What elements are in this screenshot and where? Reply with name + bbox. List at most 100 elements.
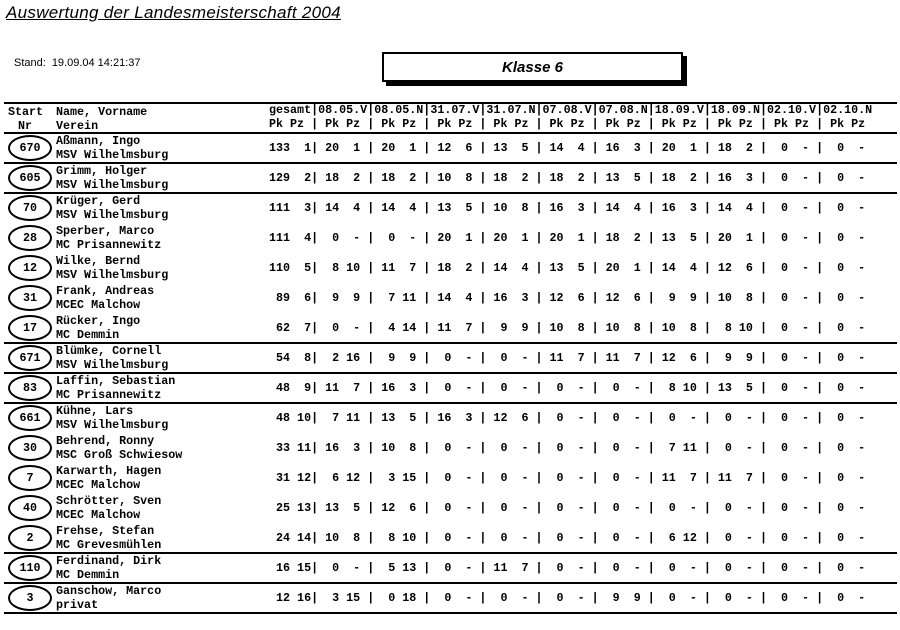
table-row: 661 Kühne, Lars MSV Wilhelmsburg 48 10| 7 …	[0, 403, 900, 433]
start-number-badge: 671	[8, 345, 52, 371]
rider-club: MC Demmin	[56, 567, 120, 582]
row-points: 31 12| 6 12 | 3 15 | 0 - | 0 - | 0 - | 0…	[269, 471, 873, 485]
row-points: 62 7| 0 - | 4 14 | 11 7 | 9 9 | 10 8 | 1…	[269, 321, 873, 335]
start-number-badge: 28	[8, 225, 52, 251]
rider-club: MCEC Malchow	[56, 297, 141, 312]
rider-cell: Blümke, Cornell MSV Wilhelmsburg	[56, 344, 169, 372]
page-title: Auswertung der Landesmeisterschaft 2004	[6, 3, 341, 22]
stand-label: Stand:	[14, 57, 46, 69]
divider	[4, 372, 897, 374]
header-sub-line: Pk Pz | Pk Pz | Pk Pz | Pk Pz | Pk Pz | …	[269, 116, 873, 131]
rider-club: MSV Wilhelmsburg	[56, 177, 169, 192]
rider-name: Wilke, Bernd	[56, 254, 141, 268]
rider-name: Laffin, Sebastian	[56, 374, 176, 388]
rider-club: MSC Groß Schwiesow	[56, 447, 183, 462]
table-row: 671 Blümke, Cornell MSV Wilhelmsburg 54 8|…	[0, 343, 900, 373]
rider-club: MCEC Malchow	[56, 507, 141, 522]
rider-cell: Frank, Andreas MCEC Malchow	[56, 284, 154, 312]
rider-club: MSV Wilhelmsburg	[56, 207, 169, 222]
table-row: 7 Karwarth, Hagen MCEC Malchow 31 12| 6 12…	[0, 463, 900, 493]
rider-club: MSV Wilhelmsburg	[56, 417, 169, 432]
row-points: 33 11| 16 3 | 10 8 | 0 - | 0 - | 0 - | 0…	[269, 441, 873, 455]
class-header-box: Klasse 6	[382, 52, 683, 82]
start-number-badge: 17	[8, 315, 52, 341]
start-number-badge: 3	[8, 585, 52, 611]
rider-name: Kühne, Lars	[56, 404, 134, 418]
table-row: 83 Laffin, Sebastian MC Prisannewitz 48 9|…	[0, 373, 900, 403]
start-number-badge: 40	[8, 495, 52, 521]
rider-cell: Frehse, Stefan MC Grevesmühlen	[56, 524, 162, 552]
rider-name: Frehse, Stefan	[56, 524, 155, 538]
start-number-badge: 2	[8, 525, 52, 551]
divider	[4, 132, 897, 134]
table-row: 28 Sperber, Marco MC Prisannewitz 111 4| 0 …	[0, 223, 900, 253]
divider	[4, 612, 897, 614]
table-row: 70 Krüger, Gerd MSV Wilhelmsburg 111 3| 14 …	[0, 193, 900, 223]
row-points: 133 1| 20 1 | 20 1 | 12 6 | 13 5 | 14 4 …	[269, 141, 873, 155]
table-row: 17 Rücker, Ingo MC Demmin 62 7| 0 - | 4 14…	[0, 313, 900, 343]
row-points: 16 15| 0 - | 5 13 | 0 - | 11 7 | 0 - | 0…	[269, 561, 873, 575]
rider-name: Aßmann, Ingo	[56, 134, 141, 148]
rider-cell: Rücker, Ingo MC Demmin	[56, 314, 141, 342]
row-points: 12 16| 3 15 | 0 18 | 0 - | 0 - | 0 - | 9…	[269, 591, 873, 605]
rider-club: MCEC Malchow	[56, 477, 141, 492]
rider-cell: Wilke, Bernd MSV Wilhelmsburg	[56, 254, 168, 282]
class-title: Klasse 6	[502, 58, 563, 76]
start-number-badge: 110	[8, 555, 52, 581]
row-points: 129 2| 18 2 | 18 2 | 10 8 | 18 2 | 18 2 …	[269, 171, 873, 185]
row-points: 89 6| 9 9 | 7 11 | 14 4 | 16 3 | 12 6 | …	[269, 291, 873, 305]
row-points: 48 9| 11 7 | 16 3 | 0 - | 0 - | 0 - | 0 …	[269, 381, 873, 395]
table-row: 3 Ganschow, Marco privat 12 16| 3 15 | 0 1…	[0, 583, 900, 613]
rider-cell: Laffin, Sebastian MC Prisannewitz	[56, 374, 176, 402]
row-points: 111 3| 14 4 | 14 4 | 13 5 | 10 8 | 16 3 …	[269, 201, 873, 215]
start-number-badge: 605	[8, 165, 52, 191]
start-number-badge: 670	[8, 135, 52, 161]
row-points: 111 4| 0 - | 0 - | 20 1 | 20 1 | 20 1 | …	[269, 231, 873, 245]
rider-club: MC Demmin	[56, 327, 120, 342]
table-row: 2 Frehse, Stefan MC Grevesmühlen 24 14| 10…	[0, 523, 900, 553]
divider	[4, 402, 897, 404]
rider-name: Schrötter, Sven	[56, 494, 162, 508]
divider	[4, 102, 897, 104]
rider-cell: Schrötter, Sven MCEC Malchow	[56, 494, 162, 522]
row-points: 24 14| 10 8 | 8 10 | 0 - | 0 - | 0 - | 0…	[269, 531, 873, 545]
rider-cell: Kühne, Lars MSV Wilhelmsburg	[56, 404, 169, 432]
rider-name: Behrend, Ronny	[56, 434, 155, 448]
rider-name: Rücker, Ingo	[56, 314, 141, 328]
rider-cell: Sperber, Marco MC Prisannewitz	[56, 224, 162, 252]
rider-cell: Karwarth, Hagen MCEC Malchow	[56, 464, 162, 492]
rider-club: MC Grevesmühlen	[56, 537, 162, 552]
rider-club: MC Prisannewitz	[56, 387, 162, 402]
divider	[4, 342, 897, 344]
stand-timestamp: 19.09.04 14:21:37	[51, 57, 141, 69]
start-number-badge: 70	[8, 195, 52, 221]
rider-name: Karwarth, Hagen	[56, 464, 162, 478]
start-number-badge: 7	[8, 465, 52, 491]
table-row: 31 Frank, Andreas MCEC Malchow 89 6| 9 9 |…	[0, 283, 900, 313]
rider-name: Krüger, Gerd	[56, 194, 141, 208]
rider-cell: Krüger, Gerd MSV Wilhelmsburg	[56, 194, 169, 222]
rider-club: MC Prisannewitz	[56, 237, 162, 252]
rider-club: privat	[56, 597, 99, 612]
column-header-name: Name, Vorname	[56, 105, 148, 119]
rider-cell: Grimm, Holger MSV Wilhelmsburg	[56, 164, 169, 192]
start-number-badge: 30	[8, 435, 52, 461]
column-header-start: Start	[8, 105, 44, 119]
divider	[4, 162, 897, 164]
rider-club: MSV Wilhelmsburg	[56, 357, 169, 372]
start-number-badge: 12	[8, 255, 52, 281]
table-row: 12 Wilke, Bernd MSV Wilhelmsburg 110 5| 8 1…	[0, 253, 900, 283]
status-line: Stand: 19.09.04 14:21:37	[14, 57, 141, 69]
rider-cell: Behrend, Ronny MSC Groß Schwiesow	[56, 434, 183, 462]
header-events-line: gesamt|08.05.V|08.05.N|31.07.V|31.07.N|0…	[269, 103, 873, 117]
rider-name: Ganschow, Marco	[56, 584, 162, 598]
start-number-badge: 31	[8, 285, 52, 311]
rider-club: MSV Wilhelmsburg	[56, 147, 169, 162]
start-number-badge: 83	[8, 375, 52, 401]
row-points: 48 10| 7 11 | 13 5 | 16 3 | 12 6 | 0 - |…	[269, 411, 873, 425]
divider	[4, 582, 897, 584]
divider	[4, 192, 897, 194]
rider-name: Ferdinand, Dirk	[56, 554, 162, 568]
